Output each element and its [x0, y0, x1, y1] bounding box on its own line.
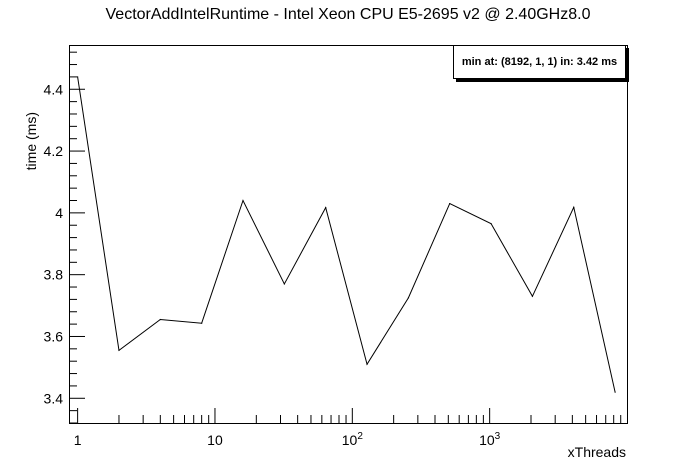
x-tick-label: 102	[342, 431, 364, 448]
data-point	[118, 349, 120, 351]
y-tick-labels: 3.4 3.6 3.8 4 4.2 4.4	[44, 81, 64, 406]
data-point	[490, 223, 492, 225]
plot-frame	[69, 45, 628, 424]
data-point	[325, 207, 327, 209]
y-minor-ticks	[70, 51, 77, 424]
data-point	[201, 322, 203, 324]
y-tick-label: 4.2	[44, 143, 64, 159]
data-point	[407, 297, 409, 299]
data-point	[242, 199, 244, 202]
y-tick-label: 3.6	[44, 328, 64, 344]
min-annotation-box: min at: (8192, 1, 1) in: 3.42 ms	[453, 45, 626, 79]
data-point	[77, 76, 79, 78]
data-point	[449, 202, 451, 205]
series-line	[77, 76, 616, 393]
y-axis-title: time (ms)	[23, 112, 39, 170]
data-point	[573, 206, 575, 208]
data-point	[531, 295, 534, 297]
y-tick-label: 4	[55, 205, 63, 221]
data-point	[614, 391, 616, 393]
data-point	[366, 363, 368, 365]
x-ticks	[77, 408, 622, 423]
y-major-ticks	[70, 88, 85, 399]
x-tick-labels: 1 10 102 103	[74, 431, 501, 448]
x-tick-label: 1	[74, 432, 82, 448]
data-point	[283, 283, 285, 285]
chart-title: VectorAddIntelRuntime - Intel Xeon CPU E…	[105, 6, 591, 23]
x-tick-label: 10	[207, 432, 223, 448]
min-annotation-text: min at: (8192, 1, 1) in: 3.42 ms	[461, 56, 618, 68]
y-tick-label: 3.4	[44, 390, 64, 406]
y-tick-label: 4.4	[44, 81, 64, 97]
data-point	[159, 318, 161, 321]
x-axis-title: xThreads	[568, 444, 626, 460]
x-tick-label: 103	[479, 431, 501, 448]
y-tick-label: 3.8	[44, 267, 64, 283]
data-points	[77, 76, 616, 393]
